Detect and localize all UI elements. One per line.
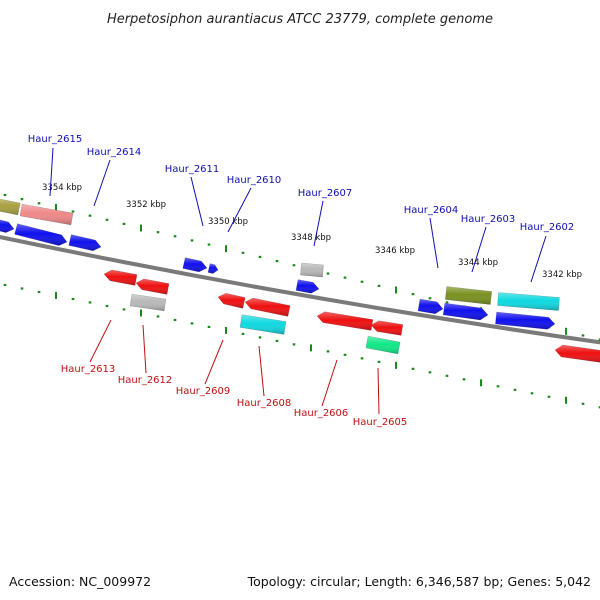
leader-line bbox=[49, 147, 54, 197]
scale-label: 3354 kbp bbox=[42, 183, 82, 193]
gene-arrow-shading bbox=[68, 234, 101, 251]
inner-scale-ticks bbox=[3, 283, 600, 409]
gene-label: Haur_2613 bbox=[61, 364, 116, 375]
leader-line bbox=[313, 200, 324, 247]
gene-label: Haur_2610 bbox=[227, 175, 282, 186]
gene-label: Haur_2608 bbox=[237, 398, 292, 409]
gene-label: Haur_2607 bbox=[298, 188, 353, 199]
label-leader-lines bbox=[49, 147, 547, 415]
gene-arrow-shading bbox=[365, 336, 401, 354]
gene-label: Haur_2606 bbox=[294, 408, 349, 419]
gene-arrow-shading bbox=[208, 263, 218, 274]
gene-arrow-shading bbox=[443, 303, 488, 320]
gene-label: Haur_2615 bbox=[28, 134, 83, 145]
gene-arrow-shading bbox=[0, 199, 21, 215]
gene-features bbox=[0, 198, 600, 363]
gene-arrow-shading bbox=[182, 257, 207, 272]
scale-label: 3342 kbp bbox=[542, 270, 582, 280]
leader-line bbox=[471, 226, 487, 273]
leader-line bbox=[258, 345, 265, 397]
genome-backbone bbox=[0, 234, 600, 345]
gene-label: Haur_2603 bbox=[461, 214, 516, 225]
scale-label: 3350 kbp bbox=[208, 217, 248, 227]
scale-label: 3348 kbp bbox=[291, 233, 331, 243]
gene-label: Haur_2609 bbox=[176, 386, 231, 397]
gene-labels: Haur_2615 Haur_2614 Haur_2611 Haur_2610 Haur… bbox=[28, 134, 575, 428]
gene-arrow-shading bbox=[20, 204, 73, 225]
gene-arrow-shading bbox=[495, 312, 555, 330]
gene-arrow-shading bbox=[317, 311, 373, 331]
leader-line bbox=[204, 339, 224, 385]
gene-arrow-shading bbox=[300, 263, 324, 277]
gene-arrow-shading bbox=[130, 294, 166, 311]
gene-arrow-shading bbox=[418, 299, 443, 314]
gene-label: Haur_2605 bbox=[353, 417, 408, 428]
gene-arrow-shading bbox=[445, 286, 492, 305]
gene-arrow-shading bbox=[14, 223, 68, 246]
leader-line bbox=[93, 159, 111, 207]
gene-arrow-shading bbox=[104, 269, 137, 286]
scale-label: 3344 kbp bbox=[458, 258, 498, 268]
scale-label: 3352 kbp bbox=[126, 200, 166, 210]
genome-summary-text: Topology: circular; Length: 6,346,587 bp… bbox=[247, 574, 591, 589]
leader-line bbox=[142, 324, 147, 374]
leader-line bbox=[321, 359, 338, 407]
leader-line bbox=[429, 217, 439, 269]
gene-label: Haur_2611 bbox=[165, 164, 220, 175]
gene-arrow-shading bbox=[497, 292, 560, 311]
gene-arrow-shading bbox=[218, 293, 246, 309]
gene-arrow-shading bbox=[555, 345, 600, 363]
leader-line bbox=[377, 367, 380, 415]
scale-label: 3346 kbp bbox=[375, 246, 415, 256]
leader-line bbox=[227, 187, 252, 233]
gene-label: Haur_2604 bbox=[404, 205, 459, 216]
gene-arrow-shading bbox=[371, 320, 403, 336]
leader-line bbox=[530, 235, 547, 283]
leader-line bbox=[89, 319, 112, 363]
gene-arrow-shading bbox=[240, 314, 286, 335]
gene-arrow-shading bbox=[0, 219, 14, 233]
gene-label: Haur_2612 bbox=[118, 375, 173, 386]
gene-arrow-shading bbox=[245, 298, 291, 317]
leader-line bbox=[190, 176, 204, 227]
gene-arrow-shading bbox=[296, 279, 319, 294]
gene-label: Haur_2614 bbox=[87, 147, 142, 158]
gene-label: Haur_2602 bbox=[520, 222, 575, 233]
scale-labels: 3354 kbp 3352 kbp 3350 kbp 3348 kbp 3346 kbp… bbox=[42, 183, 582, 280]
map-title: Herpetosiphon aurantiacus ATCC 23779, co… bbox=[107, 12, 493, 27]
gene-arrow-shading bbox=[136, 278, 169, 295]
accession-text: Accession: NC_009972 bbox=[9, 574, 151, 589]
